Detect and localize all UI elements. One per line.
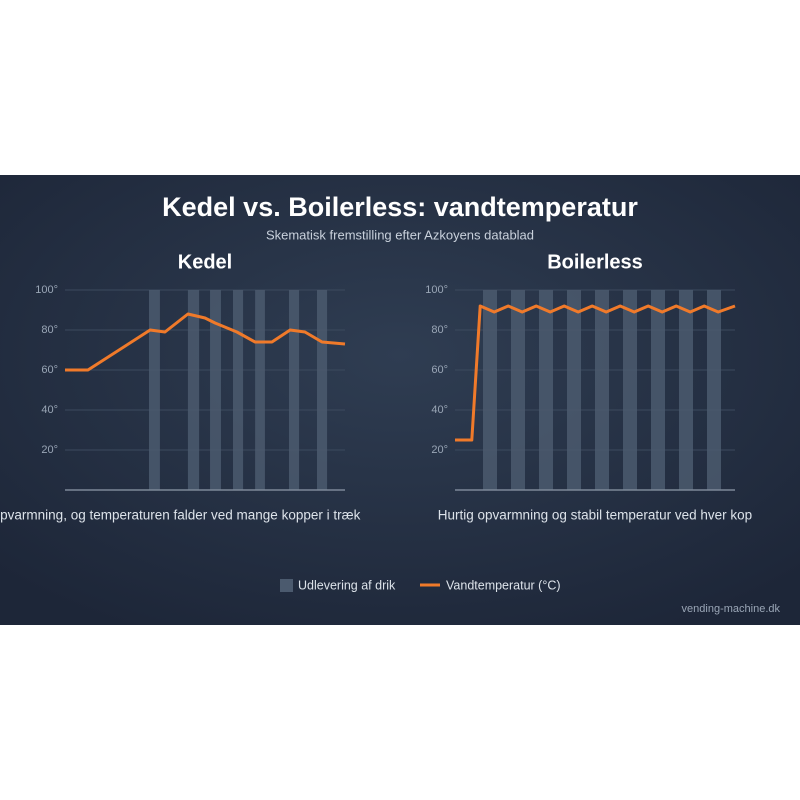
chart-title: Kedel vs. Boilerless: vandtemperatur bbox=[162, 192, 638, 222]
chart-subtitle: Kedel bbox=[178, 251, 232, 273]
subtitle: Skematisk fremstilling efter Azkoyens da… bbox=[266, 227, 534, 242]
y-tick-label: 100° bbox=[35, 284, 58, 296]
temperature-line bbox=[65, 312, 346, 372]
caption: Hurtig opvarmning og stabil temperatur v… bbox=[438, 508, 752, 523]
y-tick-label: 20° bbox=[41, 444, 58, 456]
y-tick-label: 100° bbox=[425, 284, 448, 296]
dispense-band bbox=[567, 290, 581, 490]
y-tick-label: 80° bbox=[431, 324, 448, 336]
caption: Opvarmning, og temperaturen falder ved m… bbox=[0, 508, 361, 523]
dispense-band bbox=[539, 290, 553, 490]
y-tick-label: 20° bbox=[431, 444, 448, 456]
dispense-band bbox=[255, 290, 265, 490]
dispense-band bbox=[187, 290, 200, 490]
dispense-band bbox=[623, 290, 637, 490]
dispense-band bbox=[210, 290, 221, 490]
dispense-band bbox=[483, 290, 497, 490]
y-tick-label: 60° bbox=[431, 364, 448, 376]
dispense-band bbox=[233, 290, 244, 490]
y-tick-label: 40° bbox=[431, 404, 448, 416]
dispense-band bbox=[651, 290, 665, 490]
dispense-band bbox=[289, 290, 300, 490]
dispense-band bbox=[707, 290, 721, 490]
panel bbox=[0, 175, 800, 625]
chart-subtitle: Boilerless bbox=[547, 251, 643, 273]
dispense-band bbox=[595, 290, 609, 490]
legend-swatch bbox=[280, 579, 293, 592]
dispense-band bbox=[317, 290, 328, 490]
legend-label: Udlevering af drik bbox=[298, 578, 396, 592]
dispense-band bbox=[679, 290, 693, 490]
dispense-band bbox=[149, 290, 160, 490]
y-tick-label: 40° bbox=[41, 404, 58, 416]
y-tick-label: 80° bbox=[41, 324, 58, 336]
legend-label: Vandtemperatur (°C) bbox=[446, 578, 561, 592]
y-tick-label: 60° bbox=[41, 364, 58, 376]
footer: vending-machine.dk bbox=[682, 603, 781, 615]
temperature-line bbox=[455, 304, 736, 442]
dispense-band bbox=[511, 290, 525, 490]
